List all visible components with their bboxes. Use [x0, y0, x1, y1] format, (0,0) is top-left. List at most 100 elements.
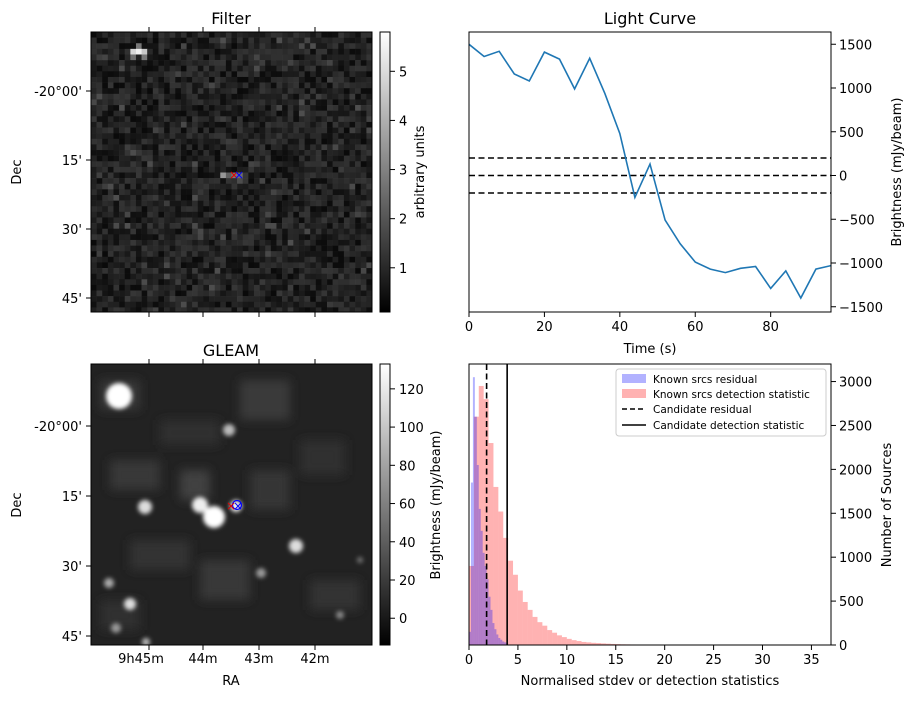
filter-colorbar-tick-label-4: 5 [399, 65, 407, 80]
histogram-ytick-label-1: 500 [839, 595, 864, 610]
gleam-ra-tick-0: 9h45m [118, 652, 164, 667]
histogram-xtick-label-2: 10 [559, 653, 576, 668]
filter-dec-ticks: -20°00' 15' 30' 45' [34, 85, 91, 307]
gleam-ra-tick-1: 44m [188, 652, 217, 667]
histogram-xtick-label-4: 20 [656, 653, 673, 668]
detection-bar-5 [493, 487, 498, 645]
detection-bar-11 [523, 602, 528, 645]
detection-bar-22 [577, 641, 582, 645]
histogram-xtick-label-3: 15 [607, 653, 624, 668]
detection-bar-8 [508, 561, 513, 645]
detection-bar-13 [533, 617, 538, 645]
detection-bar-19 [562, 637, 567, 645]
gleam-colorbar-tick-label-0: 0 [399, 612, 407, 627]
residual-bar-4 [477, 465, 479, 645]
gleam-dec-tick-1: 15' [62, 490, 82, 505]
gleam-dec-tick-2: 30' [62, 560, 82, 575]
histogram-ytick-label-3: 1500 [839, 507, 872, 522]
residual-bar-12 [492, 623, 494, 645]
filter-colorbar-label: arbitrary units [413, 125, 428, 218]
residual-bar-10 [489, 597, 491, 645]
gleam-ra-tick-2: 43m [244, 652, 273, 667]
gleam-panel: GLEAM [10, 341, 444, 689]
histogram-legend: Known srcs residual Known srcs detection… [616, 369, 826, 436]
histogram-xtick-label-5: 25 [705, 653, 722, 668]
gleam-colorbar-tick-label-3: 60 [399, 498, 416, 513]
light-curve-xtick-label-3: 60 [687, 320, 704, 335]
gleam-colorbar-tick-label-4: 80 [399, 459, 416, 474]
residual-bar-16 [500, 640, 502, 645]
histogram-ytick-label-4: 2000 [839, 463, 872, 478]
gleam-colorbar-tick-label-1: 20 [399, 574, 416, 589]
detection-bar-16 [547, 630, 552, 645]
histogram-xtick-label-0: 0 [465, 653, 473, 668]
residual-bar-5 [479, 509, 481, 645]
detection-bar-12 [528, 610, 533, 645]
legend-swatch-detection [622, 389, 646, 398]
gleam-colorbar-tick-label-2: 40 [399, 536, 416, 551]
light-curve-plot [469, 44, 831, 298]
filter-dec-tick-3: 45' [62, 292, 82, 307]
legend-swatch-residual [622, 374, 646, 383]
residual-bar-17 [502, 641, 504, 645]
residual-bar-2 [473, 377, 475, 645]
histogram-ylabel: Number of Sources [880, 443, 895, 568]
light-curve-ytick-label-0: −1500 [839, 301, 883, 316]
detection-bar-6 [498, 512, 503, 645]
gleam-ra-tick-3: 42m [300, 652, 329, 667]
detection-bar-14 [537, 622, 542, 645]
light-curve-title: Light Curve [604, 9, 696, 28]
filter-dec-tick-1: 15' [62, 154, 82, 169]
detection-bar-17 [552, 633, 557, 645]
filter-colorbar-tick-label-3: 4 [399, 114, 407, 129]
light-curve-xlabel: Time (s) [623, 342, 677, 357]
legend-label-candidate-detection: Candidate detection statistic [653, 420, 805, 432]
detection-bar-20 [567, 639, 572, 645]
filter-ylabel: Dec [10, 159, 25, 184]
detection-bar-10 [518, 591, 523, 645]
histogram-ytick-label-2: 1000 [839, 551, 872, 566]
histogram-xtick-label-6: 30 [754, 653, 771, 668]
gleam-ylabel: Dec [10, 492, 25, 517]
residual-bar-7 [483, 553, 485, 645]
gleam-dec-ticks: -20°00' 15' 30' 45' [34, 420, 91, 645]
detection-bar-9 [513, 575, 518, 645]
filter-panel: Filter × × -20°00' 15' 30' 45' Dec [10, 9, 428, 317]
residual-bar-11 [491, 610, 493, 645]
gleam-colorbar-label: Brightness (mJy/beam) [429, 431, 444, 580]
gleam-xlabel: RA [222, 674, 240, 689]
residual-bar-13 [494, 629, 496, 645]
detection-bar-15 [542, 626, 547, 645]
residual-bar-6 [481, 531, 483, 645]
light-curve-xtick-label-4: 80 [762, 320, 779, 335]
filter-colorbar-tick-label-1: 2 [399, 213, 407, 228]
residual-bar-1 [471, 483, 473, 645]
filter-colorbar-tick-label-2: 3 [399, 164, 407, 179]
light-curve-ytick-label-1: −1000 [839, 257, 883, 272]
residual-bar-15 [498, 638, 500, 645]
light-curve-xtick-label-1: 20 [536, 320, 553, 335]
gleam-dec-tick-3: 45' [62, 630, 82, 645]
residual-bar-14 [496, 634, 498, 645]
gleam-title: GLEAM [203, 341, 259, 360]
histogram-ytick-label-0: 0 [839, 639, 847, 654]
filter-title: Filter [211, 9, 251, 28]
light-curve-series-0 [469, 44, 831, 298]
legend-label-candidate-residual: Candidate residual [653, 404, 752, 416]
histogram-ytick-label-5: 2500 [839, 419, 872, 434]
light-curve-xtick-label-0: 0 [465, 320, 473, 335]
light-curve-ytick-label-3: 0 [839, 170, 847, 185]
gleam-dec-tick-0: -20°00' [34, 420, 82, 435]
gleam-marker-blue: × [233, 499, 243, 513]
filter-dec-tick-0: -20°00' [34, 85, 82, 100]
detection-bar-21 [572, 640, 577, 645]
histogram-xtick-label-7: 35 [803, 653, 820, 668]
light-curve-ytick-label-2: −500 [839, 213, 875, 228]
